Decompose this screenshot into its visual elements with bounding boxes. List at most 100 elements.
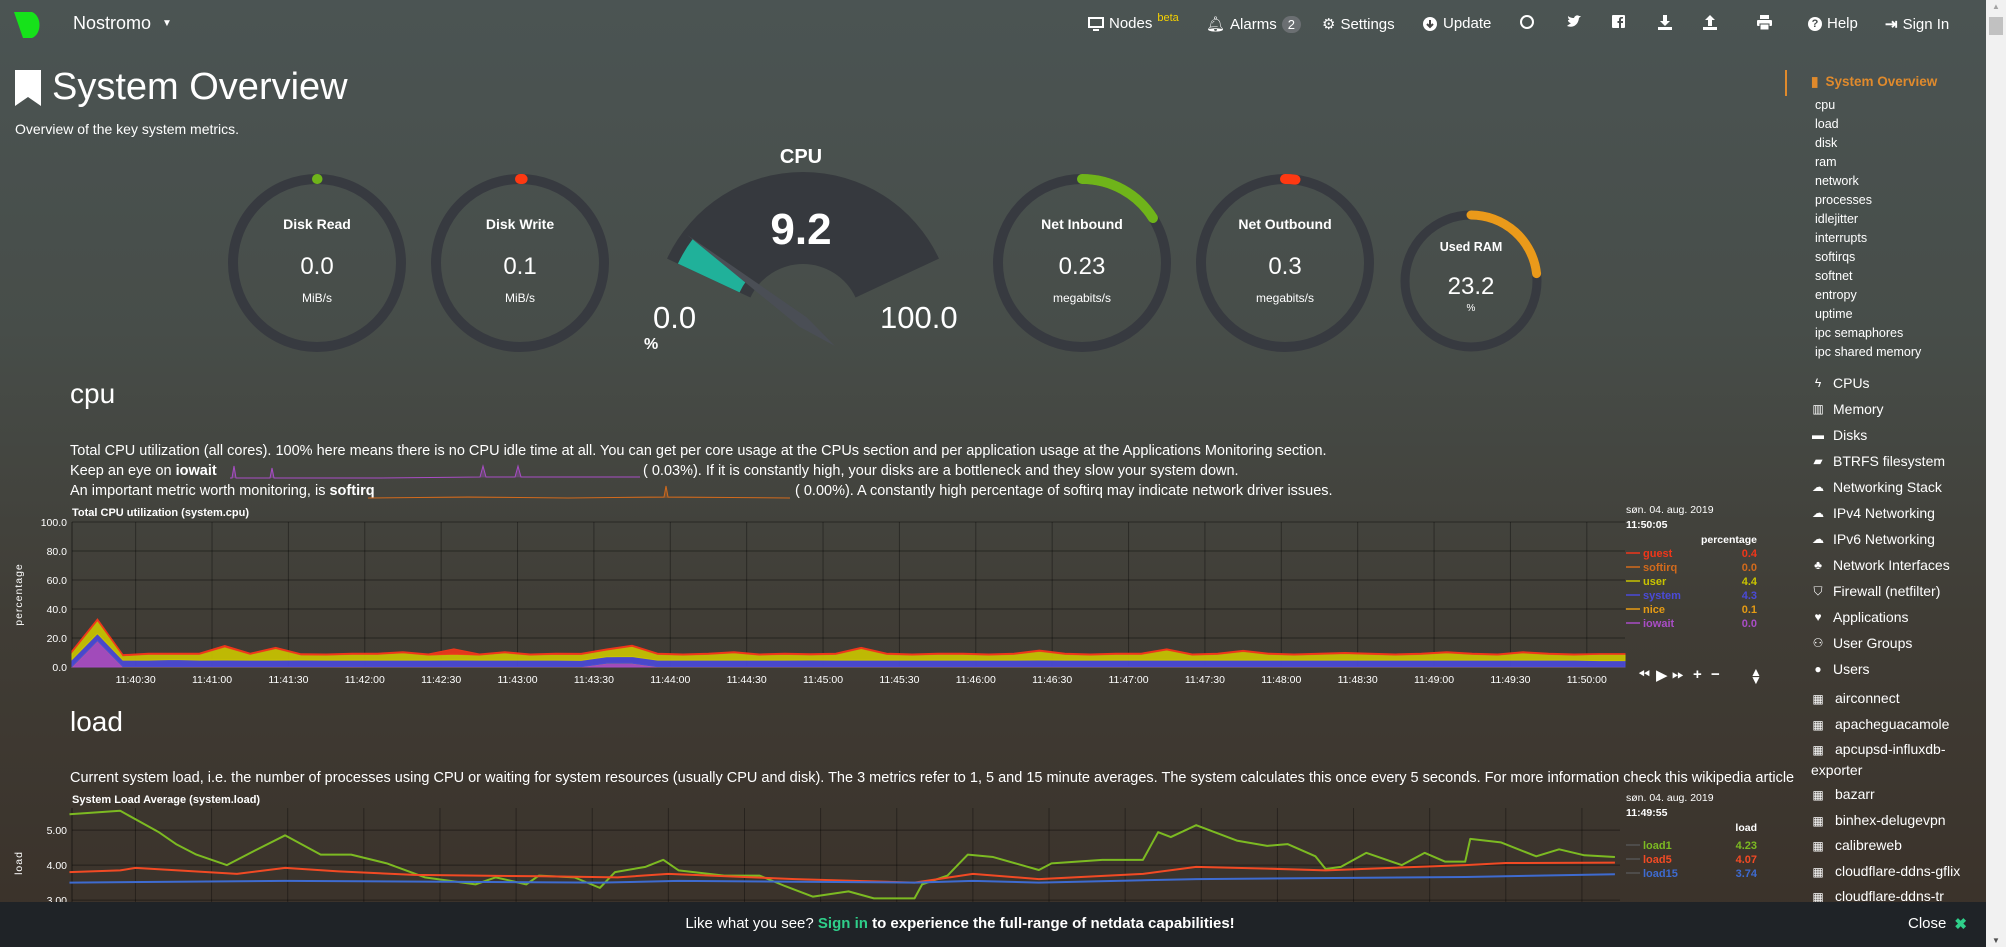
- legend-value-load1: 4.23: [1736, 840, 1757, 852]
- download-icon: [1658, 15, 1672, 30]
- gear-icon: ⚙: [1322, 16, 1336, 33]
- sidebar-item-firewall-netfilter-[interactable]: ⛉ Firewall (netfilter): [1811, 583, 1940, 599]
- banner-close-button[interactable]: Close ✖: [1908, 915, 1967, 933]
- nodes-button[interactable]: Nodes beta: [1088, 12, 1179, 32]
- sidebar-subitem-ipc-shared-memory[interactable]: ipc shared memory: [1815, 345, 1922, 359]
- sidebar-item-networking-stack[interactable]: ☁ Networking Stack: [1812, 479, 1942, 495]
- legend-date: søn. 04. aug. 2019: [1626, 504, 1714, 516]
- update-label: Update: [1443, 15, 1492, 32]
- gauge-value: 23.2: [1447, 273, 1495, 300]
- sidebar-subitem-softirqs[interactable]: softirqs: [1815, 250, 1856, 264]
- sidebar-subitem-cpu[interactable]: cpu: [1815, 98, 1836, 112]
- sidebar-item-user-groups[interactable]: ⚇ User Groups: [1812, 635, 1913, 651]
- pan-right-button[interactable]: ⏩︎: [1672, 666, 1685, 683]
- facebook-button[interactable]: [1612, 15, 1625, 28]
- grid-icon: ▦: [1812, 743, 1824, 757]
- sidebar-item-network-interfaces[interactable]: ♣ Network Interfaces: [1811, 557, 1950, 573]
- sign-in-button[interactable]: ⇥ Sign In: [1885, 15, 1949, 34]
- gauge-value-arc: [1196, 174, 1374, 352]
- github-button[interactable]: [1520, 15, 1534, 29]
- sidebar-item-bazarr[interactable]: ▦ bazarr: [1811, 784, 1971, 805]
- grid-icon: ▦: [1812, 788, 1824, 802]
- scroll-down-arrow[interactable]: ▼: [1992, 936, 2000, 945]
- node-selector[interactable]: Nostromo ▼: [73, 13, 172, 34]
- sidebar-item-airconnect[interactable]: ▦ airconnect: [1811, 688, 1971, 709]
- upload-icon: [1703, 15, 1717, 30]
- cpu-gauge-value-arc: [677, 239, 748, 293]
- cpu-gauge: [667, 172, 939, 347]
- legend-value-load5: 4.07: [1736, 854, 1757, 866]
- sidebar-item-apcupsd-influxdb-exporter[interactable]: ▦ apcupsd-influxdb-exporter: [1811, 741, 1946, 778]
- sidebar-subitem-entropy[interactable]: entropy: [1815, 288, 1857, 302]
- load-chart-title: System Load Average (system.load): [72, 794, 261, 806]
- load-section-heading: load: [70, 706, 123, 737]
- gauge-value-arc: [431, 174, 609, 352]
- cpu-chart-title: Total CPU utilization (system.cpu): [72, 507, 250, 519]
- twitter-button[interactable]: [1567, 15, 1582, 28]
- update-button[interactable]: Update: [1422, 15, 1491, 32]
- line-load1: [69, 809, 1615, 900]
- sidebar-subitem-disk[interactable]: disk: [1815, 136, 1838, 150]
- page-title: System Overview: [52, 66, 348, 108]
- zoom-out-button[interactable]: −: [1711, 666, 1720, 683]
- help-button[interactable]: ? Help: [1808, 15, 1858, 32]
- sidebar-subitem-uptime[interactable]: uptime: [1815, 307, 1853, 321]
- iowait-label: iowait: [175, 463, 217, 479]
- sidebar-item-btrfs-filesystem[interactable]: ▰ BTRFS filesystem: [1811, 453, 1945, 469]
- sidebar-item-applications[interactable]: ♥ Applications: [1811, 609, 1908, 625]
- resize-handle[interactable]: ▲ ▼: [1750, 665, 1762, 687]
- y-tick-label: 80.0: [47, 546, 68, 558]
- sidebar-item-ipv6-networking[interactable]: ☁ IPv6 Networking: [1812, 531, 1935, 547]
- scroll-up-arrow[interactable]: ▲: [1992, 2, 2000, 11]
- bell-icon: 🔔︎: [1206, 16, 1226, 33]
- gauge-ring: [1196, 174, 1374, 352]
- sidebar-item-apacheguacamole[interactable]: ▦ apacheguacamole: [1811, 714, 1971, 735]
- sidebar-subitem-network[interactable]: network: [1815, 174, 1859, 188]
- cpu-chart[interactable]: 0.0 20.0 40.0 60.0 80.0 100.0 percentage 11:40:…: [0, 500, 1780, 690]
- alarms-button[interactable]: 🔔︎ Alarms 2: [1206, 15, 1301, 33]
- sidebar-subitem-ipc-semaphores[interactable]: ipc semaphores: [1815, 326, 1904, 340]
- sidebar-subitem-processes[interactable]: processes: [1815, 193, 1872, 207]
- banner-sign-in-link[interactable]: Sign in: [817, 915, 868, 932]
- x-tick-label: 11:48:00: [1261, 674, 1301, 686]
- gauge-title: Disk Write: [485, 216, 555, 232]
- legend-label-user: user: [1643, 576, 1667, 588]
- gauge-unit: MiB/s: [302, 291, 332, 305]
- iowait-note: Keep an eye on iowait: [70, 463, 217, 479]
- scrollbar[interactable]: ▲ ▼: [1986, 0, 2006, 947]
- x-tick-label: 11:47:00: [1109, 674, 1149, 686]
- sidebar-item-disks[interactable]: ▬ Disks: [1812, 427, 1868, 443]
- scrollbar-thumb[interactable]: [1989, 17, 2003, 35]
- sidebar-subitem-ram[interactable]: ram: [1815, 155, 1837, 169]
- legend-value-load15: 3.74: [1736, 868, 1758, 880]
- sidebar-item-memory[interactable]: ▥ Memory: [1812, 401, 1884, 417]
- zoom-in-button[interactable]: +: [1693, 666, 1702, 683]
- upload-button[interactable]: [1703, 15, 1717, 30]
- settings-button[interactable]: ⚙ Settings: [1322, 15, 1395, 34]
- sidebar-subitem-softnet[interactable]: softnet: [1815, 269, 1853, 283]
- print-button[interactable]: [1757, 15, 1772, 30]
- sidebar-item-system-overview[interactable]: ▮ System Overview: [1811, 74, 1938, 89]
- sidebar-item-users[interactable]: ● Users: [1811, 661, 1869, 677]
- download-button[interactable]: [1658, 15, 1672, 30]
- play-button[interactable]: ▶︎: [1656, 667, 1668, 684]
- gauge-unit: %: [1466, 303, 1476, 314]
- legend-value-iowait: 0.0: [1742, 618, 1757, 630]
- pan-left-button[interactable]: ⏪︎: [1638, 666, 1651, 683]
- sidebar-item-cloudflare-ddns-gflix[interactable]: ▦ cloudflare-ddns-gflix: [1811, 861, 1971, 882]
- sidebar-item-binhex-delugevpn[interactable]: ▦ binhex-delugevpn: [1811, 810, 1971, 831]
- bookmark-icon: ▮: [1811, 74, 1819, 89]
- sidebar-item-cpus[interactable]: ϟ CPUs: [1811, 375, 1870, 391]
- sidebar-subitem-idlejitter[interactable]: idlejitter: [1815, 212, 1859, 226]
- sidebar-subitem-load[interactable]: load: [1815, 117, 1839, 131]
- gauge-value-arc: [228, 174, 406, 352]
- sidebar-item-calibreweb[interactable]: ▦ calibreweb: [1811, 835, 1971, 856]
- netdata-logo[interactable]: [14, 12, 44, 38]
- sidebar-item-ipv4-networking[interactable]: ☁ IPv4 Networking: [1812, 505, 1935, 521]
- legend-label-load15: load15: [1643, 868, 1678, 880]
- sidebar-item-cloudflare-ddns-tr[interactable]: ▦ cloudflare-ddns-tr: [1811, 886, 1971, 907]
- legend-label-load5: load5: [1643, 854, 1672, 866]
- x-tick-label: 11:42:00: [345, 674, 385, 686]
- sidebar-subitem-interrupts[interactable]: interrupts: [1815, 231, 1868, 245]
